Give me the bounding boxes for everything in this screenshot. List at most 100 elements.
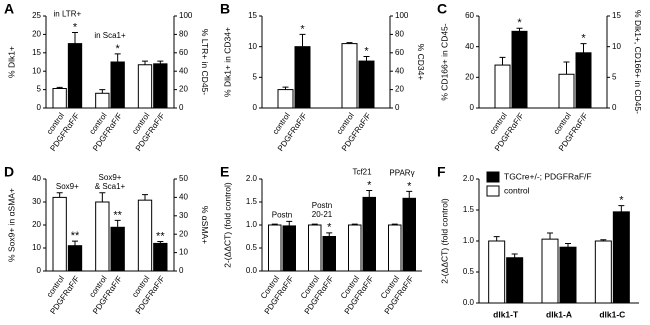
error-bar — [511, 253, 518, 258]
group-label: Postn — [272, 210, 292, 219]
error-bar — [311, 223, 318, 225]
y2-axis-label: % Dlk1+, CD166+ in CD45- — [633, 10, 643, 114]
error-bar — [157, 60, 164, 64]
y2-tick-label: 0 — [395, 103, 400, 112]
y-tick-label: 0 — [37, 103, 42, 112]
bar — [322, 236, 336, 272]
group-label: Sox9+ — [56, 182, 79, 191]
error-bar — [99, 192, 106, 202]
y-axis-label: % Dlk1+ in CD34+ — [222, 27, 232, 97]
group-label: Tcf21 — [352, 168, 372, 177]
legend-label: control — [504, 185, 530, 195]
error-bar — [499, 56, 506, 66]
significance: * — [619, 195, 624, 207]
significance: * — [364, 45, 369, 57]
bar — [575, 52, 592, 109]
error-bar — [114, 53, 121, 62]
significance: ** — [113, 209, 122, 221]
error-bar — [56, 192, 63, 198]
y2-tick-label: 0 — [179, 266, 184, 275]
group-label: 20-21 — [312, 210, 333, 219]
y2-tick-label: 20 — [395, 85, 404, 94]
y-tick-label: 1.0 — [463, 236, 475, 245]
error-bar — [282, 86, 289, 90]
group-label: in LTR+ — [54, 10, 82, 19]
error-bar — [286, 220, 293, 226]
group-label: & Sca1+ — [95, 182, 126, 191]
bar — [95, 201, 110, 272]
error-bar — [563, 61, 570, 75]
group-label: Postn — [312, 201, 332, 210]
bar — [67, 245, 83, 272]
y2-tick-label: 60 — [179, 48, 188, 57]
y2-tick-label: 100 — [395, 11, 409, 20]
y-tick-label: 40 — [32, 174, 41, 183]
y-tick-label: 0 — [470, 103, 475, 112]
group-label: in Sca1+ — [94, 31, 126, 40]
error-bar — [406, 190, 413, 199]
y-tick-label: 0.0 — [246, 266, 258, 275]
y-tick-label: 10 — [248, 42, 257, 51]
error-bar — [351, 223, 358, 225]
x-tick-label: dlk1-T — [493, 309, 519, 319]
bar — [558, 73, 575, 109]
y2-tick-label: 80 — [395, 30, 404, 39]
y-tick-label: 15 — [32, 48, 41, 57]
y-tick-label: 10 — [32, 243, 41, 252]
y-axis-label: % Dlk1+ — [6, 46, 16, 78]
y2-tick-label: 80 — [179, 30, 188, 39]
y-tick-label: 0.5 — [463, 267, 475, 276]
y2-tick-label: 50 — [179, 174, 188, 183]
significance: * — [581, 33, 586, 45]
y2-tick-label: 0 — [612, 103, 617, 112]
y-axis-label: 2-(ΔΔCT) (fold control) — [439, 198, 449, 284]
y2-axis-label: % CD34+ — [416, 44, 426, 81]
bar — [110, 61, 125, 109]
error-bar — [142, 194, 148, 201]
x-tick-label: dlk1-C — [599, 309, 625, 319]
y-tick-label: 5 — [37, 85, 42, 94]
group-label: PPARγ — [389, 169, 414, 178]
bar — [52, 87, 67, 109]
y-tick-label: 0 — [253, 103, 258, 112]
significance: * — [300, 23, 305, 35]
y2-tick-label: 100 — [179, 11, 193, 20]
bar — [110, 226, 125, 272]
bar — [506, 257, 524, 304]
y-tick-label: 1.0 — [246, 220, 258, 229]
x-tick-label: dlk1-A — [546, 309, 572, 319]
significance: * — [327, 222, 332, 234]
y-tick-label: 10 — [32, 66, 41, 75]
bar — [341, 43, 358, 109]
y-tick-label: 15 — [248, 11, 257, 20]
bar — [348, 224, 362, 272]
bar — [308, 224, 322, 272]
y-tick-label: 40 — [465, 42, 474, 51]
bar — [268, 224, 282, 272]
y2-tick-label: 20 — [179, 85, 188, 94]
y-tick-label: 2.0 — [463, 174, 475, 183]
error-bar — [56, 86, 63, 89]
bar — [402, 197, 416, 272]
panel-label: A — [4, 1, 14, 17]
legend-label: TGCre+/-; PDGFRaF/F — [504, 171, 592, 181]
bar — [388, 224, 402, 272]
significance: * — [367, 179, 372, 191]
significance: ** — [71, 230, 80, 242]
bar — [541, 238, 559, 304]
bar — [294, 46, 311, 109]
bar — [95, 92, 110, 109]
error-bar — [142, 60, 148, 65]
error-bar — [580, 43, 587, 53]
error-bar — [72, 240, 78, 246]
error-bar — [363, 55, 370, 62]
y2-tick-label: 40 — [179, 66, 188, 75]
y2-tick-label: 40 — [395, 66, 404, 75]
error-bar — [493, 236, 500, 241]
bar — [594, 240, 612, 304]
significance: * — [73, 21, 78, 33]
y-tick-label: 0 — [37, 266, 42, 275]
group-label: Sox9+ — [99, 173, 122, 182]
bar — [282, 225, 296, 272]
panel-label: B — [220, 1, 230, 17]
